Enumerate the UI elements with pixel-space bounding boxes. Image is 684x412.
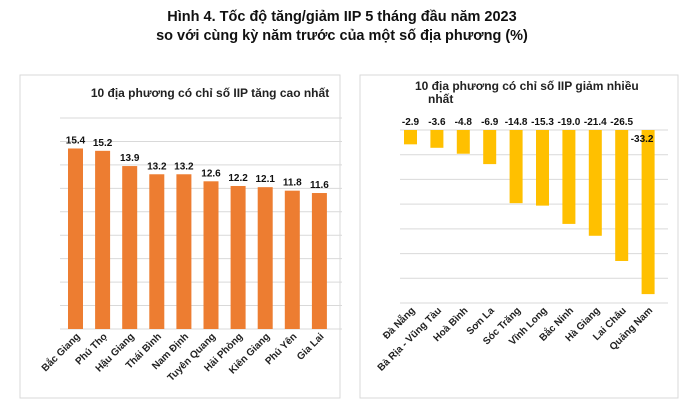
bar: [615, 130, 629, 261]
data-label: -2.9: [402, 117, 420, 128]
bar: [311, 193, 327, 329]
bar: [176, 174, 192, 329]
data-label: 13.2: [174, 161, 194, 172]
bar: [430, 130, 444, 148]
bar: [122, 166, 138, 329]
bar: [95, 150, 111, 329]
bar: [483, 130, 497, 165]
data-label: 12.2: [228, 173, 248, 184]
data-label: -21.4: [584, 117, 607, 128]
bar: [203, 181, 219, 329]
bar: [68, 148, 83, 329]
chart-panel-1: 10 địa phương có chỉ số IIP tăng cao nhấ…: [19, 74, 342, 399]
figure-title: Hình 4. Tốc độ tăng/giảm IIP 5 tháng đầu…: [0, 8, 684, 46]
bar: [404, 130, 417, 145]
bar: [284, 190, 300, 329]
bar: [588, 130, 602, 236]
data-label: -15.3: [531, 117, 554, 128]
bar: [149, 174, 165, 329]
data-label: -6.9: [481, 117, 499, 128]
data-label: 12.1: [255, 174, 275, 185]
bar: [257, 187, 273, 329]
data-label: 13.2: [147, 161, 167, 172]
data-label: 12.6: [201, 168, 221, 179]
bar: [536, 130, 549, 206]
bar: [562, 130, 576, 224]
chart-panel-2: 10 địa phương có chỉ số IIP giảm nhiều nh…: [359, 74, 679, 399]
chart-title: 10 địa phương có chỉ số IIP giảm nhiều nh…: [415, 79, 639, 106]
figure-title-line1: Hình 4. Tốc độ tăng/giảm IIP 5 tháng đầu…: [167, 9, 517, 25]
data-label: -26.5: [610, 117, 633, 128]
figure-title-line2: so với cùng kỳ năm trước của một số địa …: [156, 28, 528, 44]
data-label: 15.2: [93, 138, 113, 149]
data-label: -33.2: [631, 134, 654, 145]
data-label: 15.4: [66, 135, 86, 146]
data-label: -4.8: [455, 117, 473, 128]
bar: [509, 130, 523, 204]
data-label: 11.8: [283, 178, 302, 189]
data-label: -19.0: [558, 117, 581, 128]
bar: [456, 130, 470, 154]
chart-title: 10 địa phương có chỉ số IIP tăng cao nhấ…: [91, 86, 329, 100]
data-label: 11.6: [310, 180, 329, 191]
data-label: -3.6: [428, 117, 446, 128]
data-label: -14.8: [505, 117, 528, 128]
bar: [230, 185, 246, 329]
bar: [641, 130, 655, 295]
data-label: 13.9: [120, 153, 140, 164]
